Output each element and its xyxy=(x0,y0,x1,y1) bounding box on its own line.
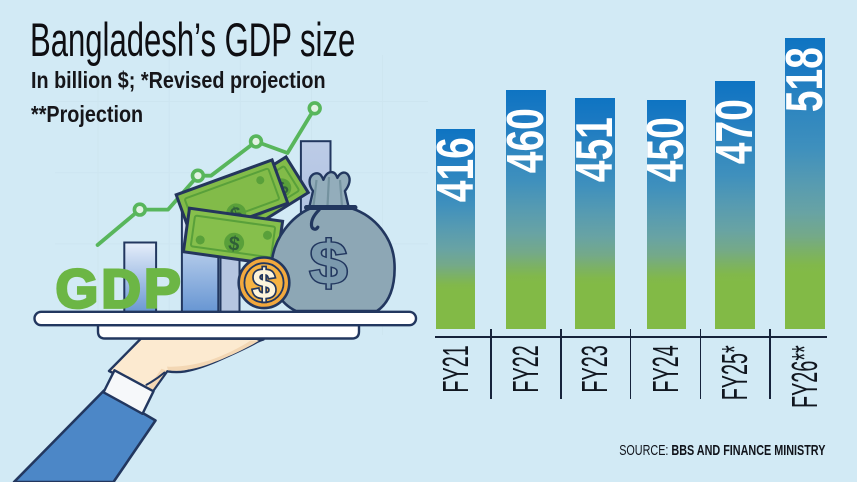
svg-text:$: $ xyxy=(310,228,348,297)
svg-text:$: $ xyxy=(252,260,275,307)
svg-text:GDP: GDP xyxy=(56,258,184,320)
svg-text:$: $ xyxy=(227,233,241,256)
